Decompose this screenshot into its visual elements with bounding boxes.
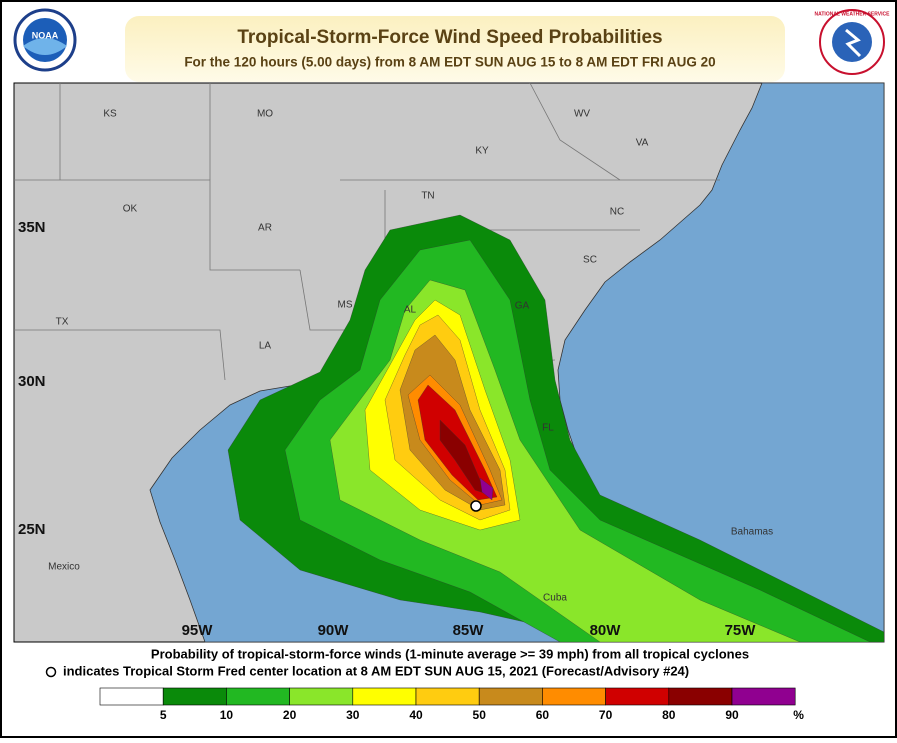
legend-swatch (415, 687, 480, 706)
legend-swatch (352, 687, 417, 706)
region-label: NC (610, 207, 624, 218)
legend-tick-label: 70 (599, 708, 613, 722)
legend-swatch (478, 687, 543, 706)
region-label: AL (404, 305, 417, 316)
map-labels: 35N 30N 25N 95W 90W 85W 80W 75W KS MO WV KY VA OK TN NC… (18, 109, 773, 639)
legend-tick-label: 90 (725, 708, 739, 722)
probability-contours (227, 214, 885, 643)
legend-swatch (99, 687, 164, 706)
region-label: Bahamas (731, 527, 773, 538)
longitude-label: 95W (182, 622, 214, 639)
region-label: SC (583, 255, 597, 266)
legend-swatch (226, 687, 290, 706)
legend-unit: % (793, 708, 804, 722)
legend-swatch (668, 687, 733, 706)
region-label: TX (56, 317, 69, 328)
legend-tick-label: 30 (346, 708, 360, 722)
noaa-logo: NOAA (13, 8, 77, 72)
region-label: OK (123, 204, 138, 215)
legend-tick-label: 80 (662, 708, 676, 722)
legend-swatch (605, 687, 670, 706)
region-label: LA (259, 341, 272, 352)
legend-tick-label: 40 (409, 708, 423, 722)
region-label: VA (636, 138, 649, 149)
region-label: AR (258, 223, 272, 234)
footer-line: Probability of tropical-storm-force wind… (151, 646, 749, 661)
contour-band (479, 477, 494, 501)
footer-line: indicates Tropical Storm Fred center loc… (63, 663, 689, 678)
region-label: TN (421, 191, 434, 202)
longitude-label: 75W (725, 622, 757, 639)
latitude-label: 35N (18, 219, 46, 236)
legend-tick-label: 60 (536, 708, 550, 722)
legend-swatch (289, 687, 354, 706)
legend-swatch (542, 687, 606, 706)
title: Tropical-Storm-Force Wind Speed Probabil… (237, 27, 662, 48)
region-label: MS (338, 300, 353, 311)
latitude-label: 30N (18, 373, 46, 390)
region-label: KY (475, 146, 489, 157)
legend-swatch (162, 687, 227, 706)
storm-center-symbol (45, 666, 57, 678)
legend-tick-label: 5 (160, 708, 167, 722)
region-label: WV (574, 109, 590, 120)
longitude-label: 85W (453, 622, 485, 639)
storm-center (470, 500, 482, 512)
nws-logo: NATIONAL WEATHER SERVICE (815, 9, 891, 75)
legend-tick-label: 50 (473, 708, 487, 722)
map: 35N 30N 25N 95W 90W 85W 80W 75W KS MO WV KY VA OK TN NC… (13, 82, 885, 643)
longitude-label: 80W (590, 622, 622, 639)
title-highlight (125, 16, 785, 82)
longitude-label: 90W (318, 622, 350, 639)
region-label: KS (103, 109, 117, 120)
nws-logo-text: NATIONAL WEATHER SERVICE (815, 11, 891, 17)
legend-tick-label: 10 (220, 708, 234, 722)
region-label: MO (257, 109, 273, 120)
legend: 5 10 20 30 40 50 60 70 80 90% (99, 687, 804, 722)
legend-tick-label: 20 (283, 708, 297, 722)
subtitle: For the 120 hours (5.00 days) from 8 AM … (184, 55, 715, 70)
region-label: Cuba (543, 593, 567, 604)
region-label: GA (515, 301, 530, 312)
noaa-logo-text: NOAA (32, 30, 59, 40)
region-label: Mexico (48, 562, 80, 573)
region-label: FL (542, 423, 554, 434)
latitude-label: 25N (18, 521, 46, 538)
legend-swatch (731, 687, 796, 706)
